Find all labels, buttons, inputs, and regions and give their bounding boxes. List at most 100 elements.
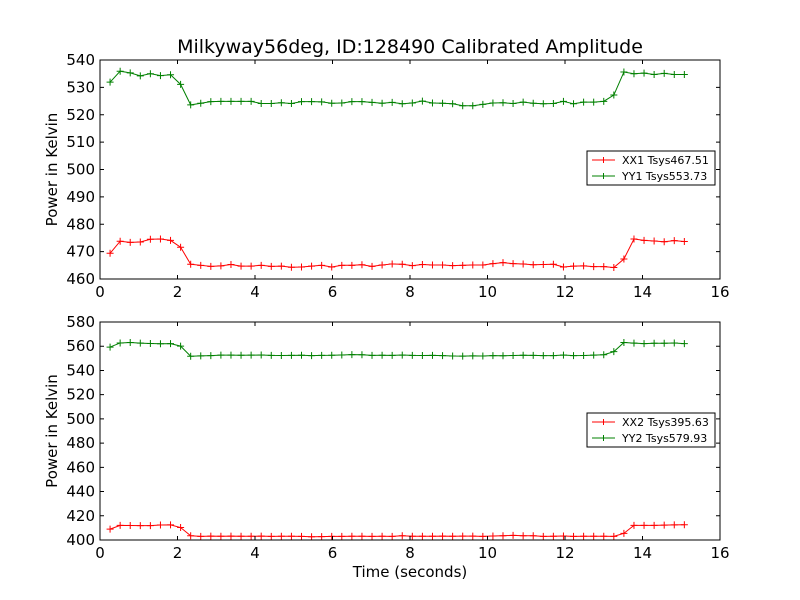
data-point <box>590 532 598 540</box>
data-point <box>156 235 164 243</box>
data-point <box>207 532 215 540</box>
x-tick-label: 10 <box>478 283 497 301</box>
data-point <box>449 352 457 360</box>
data-point <box>328 351 336 359</box>
data-point <box>146 70 154 78</box>
data-point <box>287 263 295 271</box>
data-point <box>227 260 235 268</box>
data-point <box>197 261 205 269</box>
data-point <box>156 340 164 348</box>
y-tick-label: 470 <box>66 243 95 261</box>
data-point <box>136 72 144 80</box>
data-point <box>298 351 305 359</box>
data-point <box>650 521 658 529</box>
data-point <box>580 352 588 360</box>
data-point <box>620 338 628 346</box>
data-point <box>177 243 185 251</box>
y-tick-label: 500 <box>66 410 95 428</box>
data-point <box>197 99 205 107</box>
data-point <box>570 352 578 360</box>
data-point <box>600 97 608 105</box>
x-tick-label: 2 <box>173 283 183 301</box>
data-point <box>650 71 658 79</box>
legend-box <box>586 150 716 186</box>
data-point <box>227 351 235 359</box>
data-point <box>549 532 557 540</box>
data-point <box>277 99 285 107</box>
legend-marker <box>600 173 607 179</box>
data-point <box>489 532 497 540</box>
data-point <box>539 352 547 360</box>
data-point <box>539 260 547 268</box>
data-point <box>237 262 245 270</box>
data-point <box>459 261 467 269</box>
data-point <box>469 532 477 540</box>
data-point <box>610 91 618 99</box>
data-point <box>640 521 648 529</box>
data-point <box>207 262 215 270</box>
data-point <box>207 98 215 106</box>
y-tick-label: 530 <box>66 78 95 96</box>
data-point <box>489 352 497 360</box>
data-point <box>197 352 205 360</box>
x-axis-label: Time (seconds) <box>352 563 468 581</box>
data-point <box>156 521 164 529</box>
data-point <box>388 98 396 106</box>
data-point <box>348 261 356 269</box>
data-point <box>177 524 185 532</box>
legend-item: YY2 Tsys579.93 <box>592 432 707 445</box>
data-point <box>640 236 648 244</box>
legend-label: YY2 Tsys579.93 <box>621 432 707 445</box>
y-tick-label: 490 <box>66 188 95 206</box>
data-point <box>519 98 527 106</box>
data-point <box>237 351 245 359</box>
data-point <box>660 69 668 77</box>
y-tick-label: 520 <box>66 106 95 124</box>
data-point <box>217 532 225 540</box>
series-line <box>109 341 685 357</box>
data-point <box>670 339 678 347</box>
data-point <box>610 264 618 272</box>
chart-title: Milkyway56deg, ID:128490 Calibrated Ampl… <box>177 36 643 58</box>
data-point <box>660 339 668 347</box>
y-tick-label: 580 <box>66 313 95 331</box>
data-point <box>388 260 396 268</box>
y-axis-label: Power in Kelvin <box>43 374 61 488</box>
data-point <box>580 532 588 540</box>
y-tick-label: 510 <box>66 133 95 151</box>
legend-item: XX2 Tsys395.63 <box>592 416 709 429</box>
x-tick-label: 8 <box>405 544 415 562</box>
data-point <box>580 262 588 270</box>
x-tick-label: 0 <box>95 544 105 562</box>
data-point <box>670 521 678 529</box>
data-point <box>187 101 195 109</box>
data-point <box>660 521 668 529</box>
data-point <box>418 532 426 540</box>
data-point <box>509 100 517 108</box>
data-point <box>378 532 386 540</box>
data-point <box>267 100 275 108</box>
data-point <box>630 235 638 243</box>
data-point <box>519 532 527 540</box>
top-panel: 0 2 4 6 8 10 12 14 16 460 470 480 490 500 510 520 530 540… <box>43 51 730 301</box>
data-point <box>680 237 688 245</box>
data-point <box>358 98 366 106</box>
series-1 <box>106 235 688 272</box>
data-point <box>237 532 245 540</box>
legend-label: XX1 Tsys467.51 <box>622 154 709 167</box>
data-point <box>257 261 265 269</box>
data-point <box>529 99 537 107</box>
data-point <box>428 261 436 269</box>
data-point <box>106 249 114 257</box>
data-point <box>570 262 578 270</box>
data-point <box>590 98 598 106</box>
legend-marker <box>600 157 607 163</box>
data-point <box>449 532 457 540</box>
data-point <box>600 263 608 271</box>
data-point <box>660 238 668 246</box>
data-point <box>116 339 124 347</box>
data-point <box>308 352 316 360</box>
data-point <box>489 260 497 268</box>
